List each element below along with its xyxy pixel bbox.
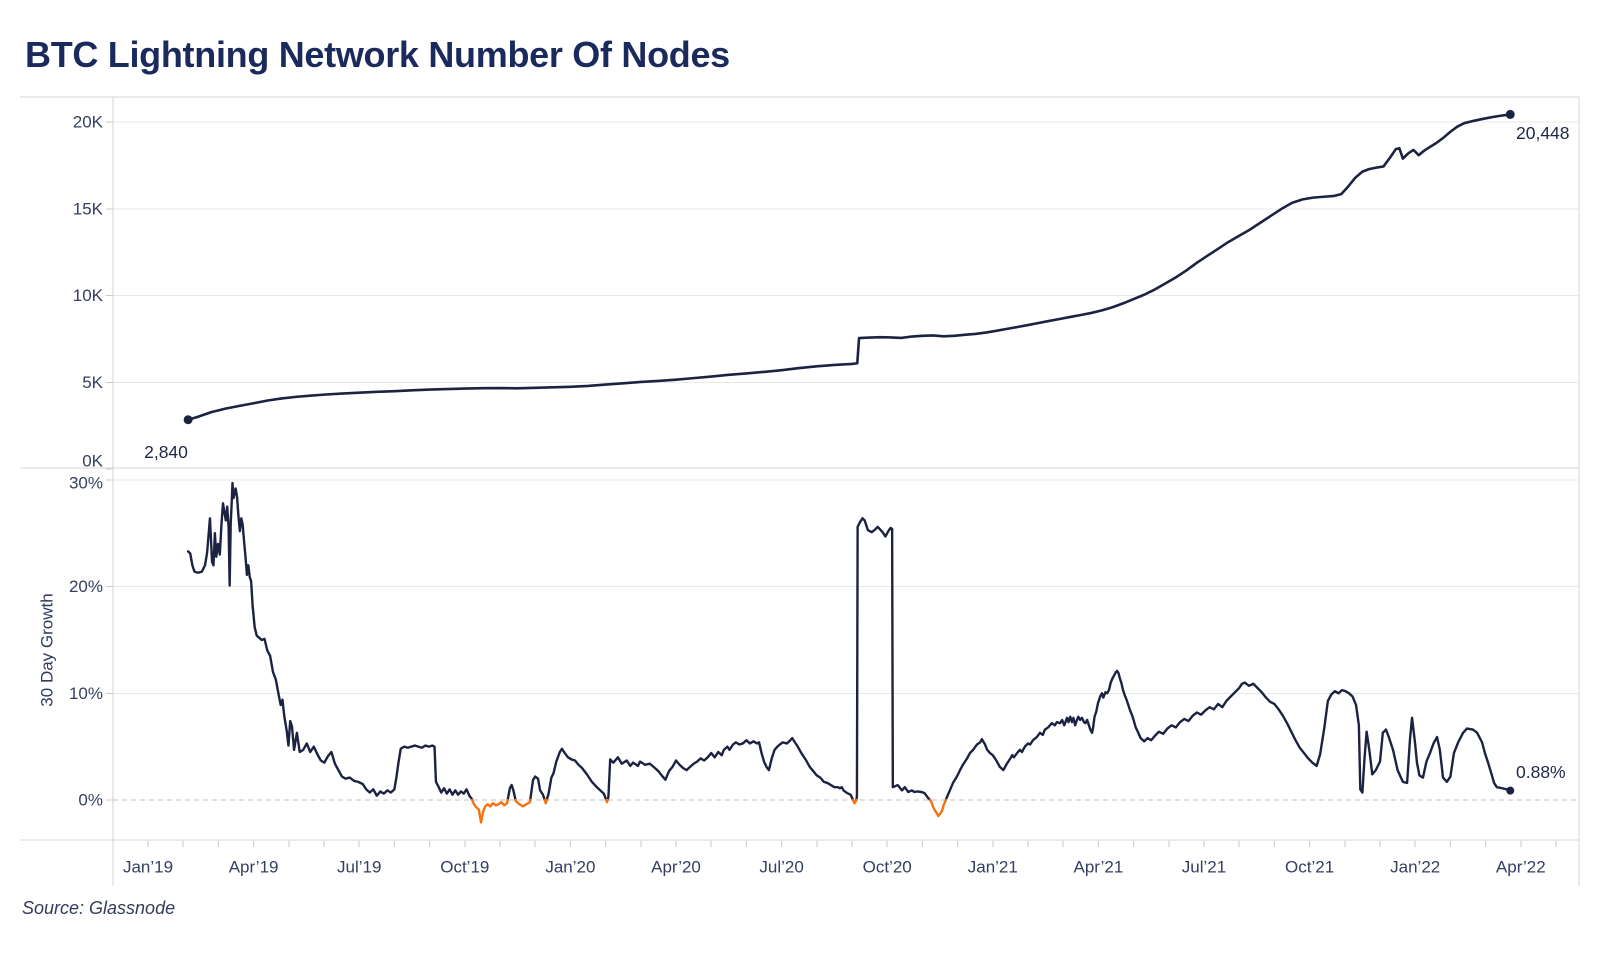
y-axis-title: 30 Day Growth [38,593,57,706]
nodes-end-annotation: 20,448 [1516,123,1570,143]
x-tick-label: Jan’21 [968,858,1018,877]
x-tick-label: Oct’21 [1285,858,1334,877]
y-tick-label: 0K [82,452,103,471]
nodes-start-annotation: 2,840 [144,442,188,462]
growth-end-dot [1506,786,1515,795]
nodes-end-dot [1505,109,1515,119]
chart-title: BTC Lightning Network Number Of Nodes [25,34,730,75]
x-tick-label: Jul’21 [1182,858,1226,877]
growth-series-negative-line [471,798,947,824]
x-tick-label: Apr’19 [229,858,279,877]
growth-series-line [186,481,1512,802]
y-tick-label: 5K [82,373,103,392]
x-tick-label: Apr’21 [1074,858,1124,877]
x-tick-label: Oct’19 [440,858,489,877]
x-tick-label: Oct’20 [863,858,912,877]
x-tick-label: Jul’20 [759,858,803,877]
y-tick-label: 0% [78,791,103,810]
nodes-series-line [186,113,1512,422]
nodes-start-dot [183,415,193,425]
y-tick-label: 15K [73,199,104,218]
y-tick-label: 20% [69,577,103,596]
x-tick-label: Apr’20 [651,858,701,877]
y-tick-label: 10% [69,684,103,703]
x-tick-label: Jan’22 [1390,858,1440,877]
y-tick-label: 10K [73,286,104,305]
x-tick-label: Jan’19 [123,858,173,877]
x-tick-label: Jul’19 [337,858,381,877]
y-tick-label: 30% [69,473,103,492]
x-tick-label: Jan’20 [545,858,595,877]
source-note: Source: Glassnode [22,898,176,918]
x-tick-label: Apr’22 [1496,858,1546,877]
y-tick-label: 20K [73,113,104,132]
growth-end-annotation: 0.88% [1516,762,1566,782]
